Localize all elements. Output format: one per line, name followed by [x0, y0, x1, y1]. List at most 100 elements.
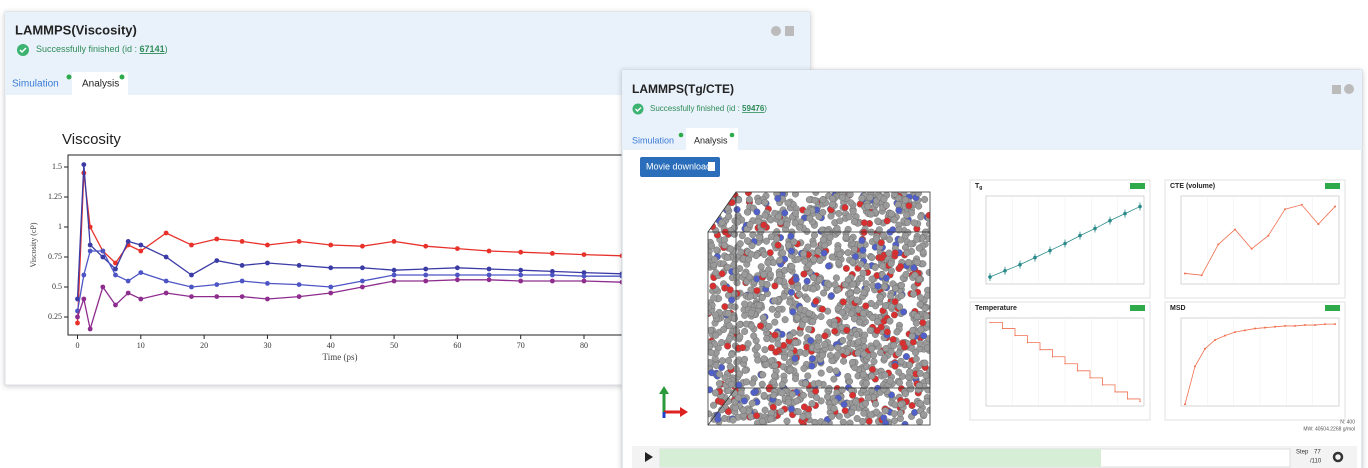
atom [831, 376, 838, 383]
tab-dot [120, 75, 125, 80]
tab[interactable]: Analysis [694, 135, 728, 145]
data-point [550, 279, 555, 284]
atom [924, 398, 931, 405]
doc-icon[interactable] [785, 26, 794, 36]
atom [834, 344, 841, 351]
mini-point [1284, 208, 1286, 210]
atom [895, 201, 902, 208]
atom [829, 413, 836, 420]
data-point [360, 279, 365, 284]
atom [896, 207, 903, 214]
atom [724, 343, 731, 350]
mini-point [1002, 328, 1003, 329]
atom [835, 260, 842, 267]
atom [869, 366, 876, 373]
atom [792, 210, 799, 217]
mini-chart-title: CTE (volume) [1170, 183, 1215, 190]
data-point [265, 281, 270, 286]
atom [716, 371, 723, 378]
y-tick-label: 0.75 [48, 252, 62, 261]
atom [846, 214, 853, 221]
atom [883, 275, 890, 282]
tab[interactable]: Simulation [632, 135, 674, 145]
atom [867, 327, 874, 334]
data-point [360, 265, 365, 270]
atom [718, 399, 725, 406]
atom [879, 263, 886, 270]
atom [749, 400, 756, 407]
atom [767, 271, 774, 278]
atom [758, 228, 765, 235]
csv-button[interactable] [1325, 305, 1340, 311]
atom [732, 404, 739, 411]
atom [888, 268, 895, 275]
status-suffix: ) [764, 104, 767, 113]
atom [851, 218, 858, 225]
atom [903, 271, 910, 278]
doc-icon[interactable] [1332, 85, 1341, 94]
atom [787, 333, 794, 340]
atom [787, 367, 794, 374]
atom [725, 213, 732, 220]
tg-panel: LAMMPS(Tg/CTE) Successfully finished (id… [622, 70, 1362, 468]
atom [728, 381, 735, 388]
atom [802, 350, 809, 357]
atom [775, 341, 782, 348]
atom [801, 271, 808, 278]
atom [737, 333, 744, 340]
mini-point [1217, 243, 1219, 245]
help-icon[interactable] [771, 26, 781, 36]
atom [809, 400, 816, 407]
close-icon[interactable] [1344, 84, 1354, 94]
atom [734, 219, 741, 226]
tab[interactable]: Simulation [12, 79, 59, 90]
csv-button[interactable] [1130, 183, 1145, 189]
x-tick-label: 30 [263, 341, 271, 350]
button-label[interactable]: Movie download [646, 161, 711, 171]
mini-point [1251, 248, 1253, 250]
atom [722, 303, 729, 310]
job-id[interactable]: 59476 [742, 104, 765, 113]
atom [826, 366, 833, 373]
atom [839, 194, 846, 201]
atom [920, 260, 927, 267]
atom [833, 368, 840, 375]
x-tick-label: 80 [580, 341, 588, 350]
mini-point [1139, 401, 1140, 402]
atom [710, 283, 717, 290]
atom [887, 318, 894, 325]
atom [913, 320, 920, 327]
atom [906, 368, 913, 375]
atom [748, 323, 755, 330]
csv-button[interactable] [1325, 183, 1340, 189]
mini-point [1284, 325, 1286, 327]
tab[interactable]: Analysis [82, 79, 119, 90]
atom [725, 357, 732, 364]
atom [756, 234, 763, 241]
atom [812, 388, 819, 395]
atom [854, 415, 861, 422]
atom [913, 356, 920, 363]
atom [713, 269, 720, 276]
atom [814, 343, 821, 350]
mini-point [1078, 234, 1082, 238]
data-point [423, 244, 428, 249]
step-label: Step [1296, 450, 1309, 456]
mini-point [1114, 391, 1115, 392]
atom [852, 399, 859, 406]
atom [892, 285, 899, 292]
atom [865, 395, 872, 402]
atom [733, 328, 740, 335]
atom [827, 352, 834, 359]
atom [881, 386, 888, 393]
atom [849, 392, 856, 399]
atom [727, 363, 734, 370]
atom [748, 251, 755, 258]
atom [728, 351, 735, 358]
data-point [455, 246, 460, 251]
csv-button[interactable] [1130, 305, 1145, 311]
atom [795, 285, 802, 292]
data-point [487, 277, 492, 282]
mini-point [1077, 370, 1078, 371]
job-id[interactable]: 67141 [140, 44, 165, 54]
